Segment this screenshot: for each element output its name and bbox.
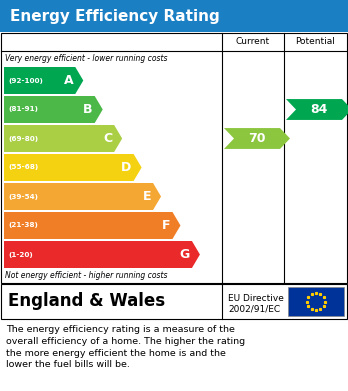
Text: D: D: [121, 161, 132, 174]
Text: B: B: [83, 103, 93, 116]
Text: (21-38): (21-38): [8, 222, 38, 228]
Text: (1-20): (1-20): [8, 251, 33, 258]
Polygon shape: [286, 99, 348, 120]
Text: 84: 84: [310, 103, 328, 116]
Text: (69-80): (69-80): [8, 136, 38, 142]
Text: (55-68): (55-68): [8, 165, 38, 170]
Polygon shape: [224, 128, 290, 149]
Text: Energy Efficiency Rating: Energy Efficiency Rating: [10, 9, 220, 23]
Text: (39-54): (39-54): [8, 194, 38, 199]
Text: Potential: Potential: [295, 38, 335, 47]
Polygon shape: [4, 125, 122, 152]
Text: E: E: [143, 190, 151, 203]
Text: The energy efficiency rating is a measure of the
overall efficiency of a home. T: The energy efficiency rating is a measur…: [6, 325, 245, 369]
Bar: [288, 287, 344, 316]
Text: (81-91): (81-91): [8, 106, 38, 113]
Text: 70: 70: [248, 132, 266, 145]
Text: F: F: [162, 219, 171, 232]
Text: A: A: [64, 74, 73, 87]
Bar: [1, 284, 347, 319]
Polygon shape: [4, 212, 181, 239]
Polygon shape: [4, 154, 142, 181]
Text: Current: Current: [236, 38, 270, 47]
Text: G: G: [180, 248, 190, 261]
Polygon shape: [4, 96, 103, 123]
Bar: [0, 0, 348, 32]
Text: C: C: [103, 132, 112, 145]
Text: (92-100): (92-100): [8, 77, 43, 84]
Text: England & Wales: England & Wales: [8, 292, 165, 310]
Text: Not energy efficient - higher running costs: Not energy efficient - higher running co…: [5, 271, 167, 280]
Bar: [1, 33, 347, 283]
Text: Very energy efficient - lower running costs: Very energy efficient - lower running co…: [5, 54, 167, 63]
Polygon shape: [4, 241, 200, 268]
Polygon shape: [4, 183, 161, 210]
Text: 2002/91/EC: 2002/91/EC: [228, 304, 280, 313]
Polygon shape: [4, 67, 83, 94]
Text: EU Directive: EU Directive: [228, 294, 284, 303]
